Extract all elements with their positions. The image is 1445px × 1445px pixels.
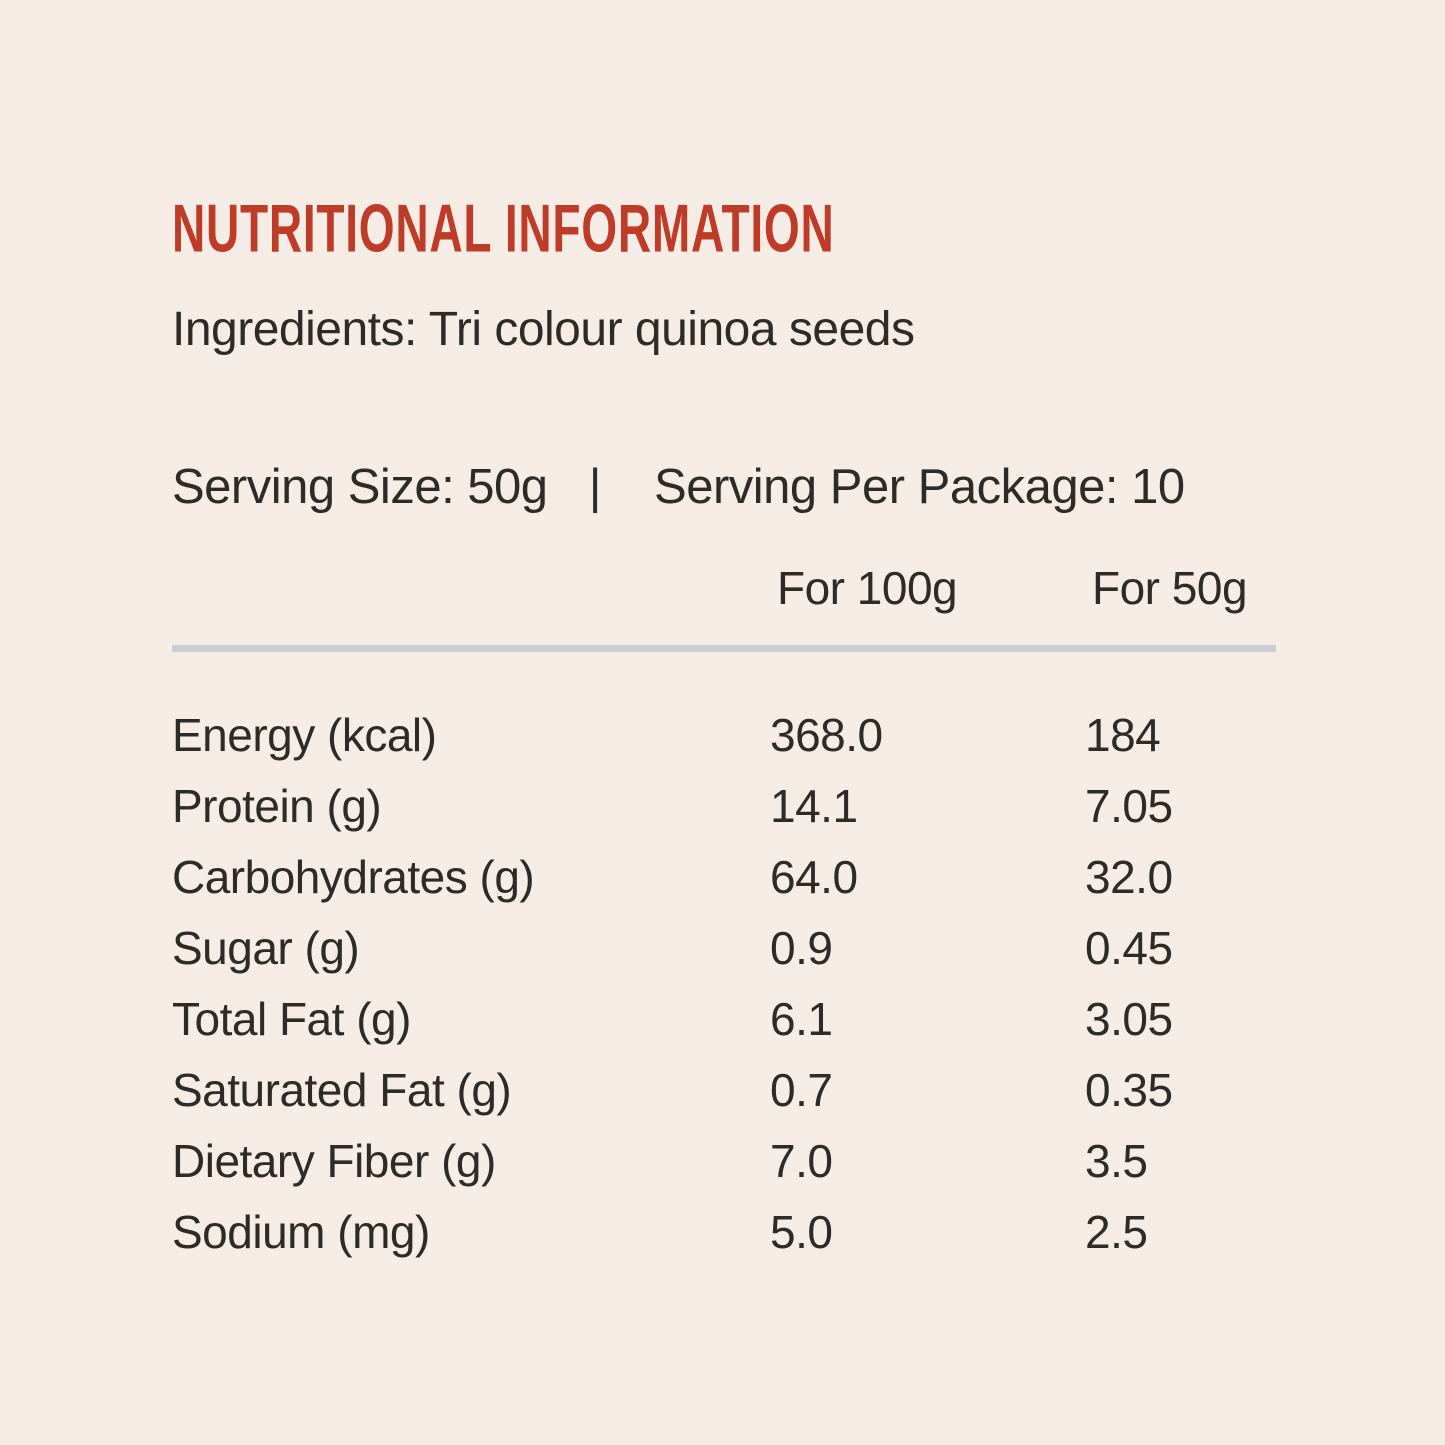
row-label: Sugar (g)	[172, 922, 360, 974]
row-value-100g: 0.9	[770, 922, 833, 974]
row-label: Sodium (mg)	[172, 1206, 430, 1258]
row-value-50g: 0.45	[1085, 922, 1173, 974]
row-label: Total Fat (g)	[172, 993, 411, 1045]
row-value-50g: 32.0	[1085, 851, 1173, 903]
row-value-100g: 7.0	[770, 1135, 833, 1187]
table-row-energy: Energy (kcal) 368.0 184	[172, 700, 1276, 771]
column-header-for-50g: For 50g	[1092, 562, 1248, 614]
row-value-50g: 184	[1085, 709, 1161, 761]
serving-line: Serving Size: 50g | Serving Per Package:…	[172, 459, 1276, 515]
page-title-text: NUTRITIONAL INFORMATION	[172, 189, 835, 267]
row-label: Carbohydrates (g)	[172, 851, 535, 903]
row-value-100g: 5.0	[770, 1206, 833, 1258]
nutrition-table: For 100g For 50g Energy (kcal) 368.0 184…	[172, 561, 1276, 1268]
table-row-sugar: Sugar (g) 0.9 0.45	[172, 913, 1276, 984]
row-label: Protein (g)	[172, 780, 382, 832]
row-value-50g: 0.35	[1085, 1064, 1173, 1116]
table-row-dietary-fiber: Dietary Fiber (g) 7.0 3.5	[172, 1126, 1276, 1197]
table-row-carbohydrates: Carbohydrates (g) 64.0 32.0	[172, 842, 1276, 913]
row-value-50g: 3.05	[1085, 993, 1173, 1045]
row-label: Dietary Fiber (g)	[172, 1135, 496, 1187]
table-row-saturated-fat: Saturated Fat (g) 0.7 0.35	[172, 1055, 1276, 1126]
column-header-for-100g: For 100g	[777, 562, 958, 614]
row-value-100g: 0.7	[770, 1064, 833, 1116]
table-body: Energy (kcal) 368.0 184 Protein (g) 14.1…	[172, 700, 1276, 1268]
row-label: Saturated Fat (g)	[172, 1064, 512, 1116]
row-value-100g: 64.0	[770, 851, 858, 903]
row-value-100g: 6.1	[770, 993, 833, 1045]
table-divider	[172, 645, 1276, 652]
row-value-50g: 3.5	[1085, 1135, 1148, 1187]
table-row-sodium: Sodium (mg) 5.0 2.5	[172, 1197, 1276, 1268]
row-value-100g: 368.0	[770, 709, 883, 761]
row-value-100g: 14.1	[770, 780, 858, 832]
serving-per-package-label: Serving Per Package: 10	[654, 460, 1185, 514]
table-row-total-fat: Total Fat (g) 6.1 3.05	[172, 984, 1276, 1055]
serving-separator: |	[588, 460, 602, 514]
page-title: NUTRITIONAL INFORMATION	[172, 189, 1276, 267]
table-header-row: For 100g For 50g	[172, 561, 1276, 615]
row-label: Energy (kcal)	[172, 709, 437, 761]
serving-size-label: Serving Size: 50g	[172, 460, 548, 514]
ingredients-line: Ingredients: Tri colour quinoa seeds	[172, 303, 915, 356]
row-value-50g: 7.05	[1085, 780, 1173, 832]
row-value-50g: 2.5	[1085, 1206, 1148, 1258]
table-row-protein: Protein (g) 14.1 7.05	[172, 771, 1276, 842]
